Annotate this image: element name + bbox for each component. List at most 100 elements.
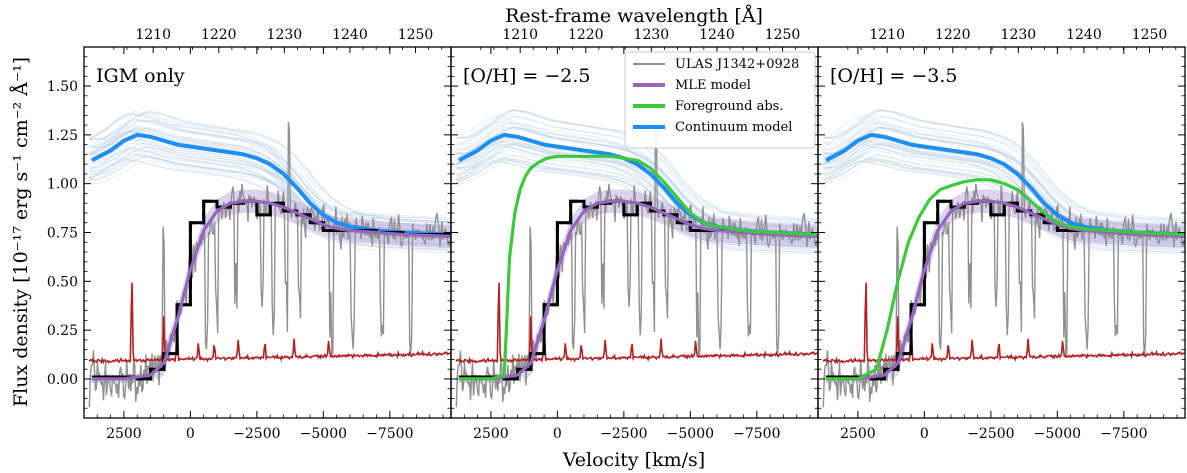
continuum-sample-line (89, 119, 451, 223)
continuum-sample-line (89, 157, 451, 252)
top-tick-label: 1230 (1001, 27, 1037, 43)
continuum-sample-line (456, 152, 818, 248)
continuum-sample-line (89, 153, 451, 250)
continuum-sample-line (456, 157, 818, 249)
plot-area (455, 109, 818, 408)
continuum-sample-line (456, 141, 818, 242)
x-tick-label: 0 (553, 426, 562, 442)
continuum-sample-line (89, 113, 451, 220)
continuum-sample-line (456, 158, 818, 252)
continuum-sample-line (456, 150, 818, 246)
mle-model-line (459, 199, 818, 381)
continuum-sample-line (823, 159, 1185, 254)
continuum-sample-line (89, 112, 451, 219)
continuum-sample-line (89, 127, 451, 230)
continuum-sample-line (823, 157, 1185, 249)
continuum-sample-line (89, 144, 451, 240)
y-axis-title: Flux density [10⁻¹⁷ erg s⁻¹ cm⁻² Å⁻¹] (10, 57, 32, 407)
continuum-sample-line (89, 138, 451, 240)
top-tick-label: 1240 (699, 27, 735, 43)
legend-label: Continuum model (675, 120, 792, 135)
continuum-sample-line (456, 155, 818, 247)
panel-3: 2500 0 −2500 −5000 −7500 1210 1220 1230 1240 1250… (817, 27, 1186, 442)
continuum-sample-line (823, 143, 1185, 243)
continuum-sample-line (823, 109, 1185, 221)
continuum-sample-line (89, 111, 451, 223)
continuum-sample-line (823, 143, 1185, 240)
top-tick-label: 1240 (1066, 27, 1102, 43)
legend-label: Foreground abs. (675, 99, 783, 114)
panel-title: [O/H] = −3.5 (830, 65, 958, 87)
continuum-sample-line (823, 160, 1185, 253)
continuum-sample-line (89, 150, 451, 245)
continuum-sample-line (823, 158, 1185, 252)
continuum-sample-line (823, 109, 1185, 222)
continuum-sample-line (89, 147, 451, 240)
legend: ULAS J1342+0928 MLE model Foreground abs. C… (624, 51, 816, 149)
continuum-sample-line (89, 148, 451, 240)
continuum-sample-line (456, 137, 818, 237)
continuum-sample-line (89, 154, 451, 245)
y-tick-label: 0.25 (47, 323, 78, 339)
x-tick-label: −7500 (366, 426, 413, 442)
continuum-sample-line (89, 125, 451, 233)
continuum-sample-line (456, 144, 818, 239)
x-tick-label: 0 (920, 426, 929, 442)
continuum-sample-line (823, 137, 1185, 237)
continuum-sample-line (89, 141, 451, 239)
continuum-sample-line (823, 144, 1185, 239)
bottom-axis-title: Velocity [km/s] (562, 449, 705, 471)
x-tick-label: −7500 (1100, 426, 1147, 442)
continuum-sample-line (823, 127, 1185, 234)
continuum-sample-line (823, 146, 1185, 245)
panel-title: IGM only (96, 65, 185, 87)
top-tick-label: 1250 (765, 27, 801, 43)
x-tick-label: −2500 (600, 426, 647, 442)
continuum-sample-line (823, 125, 1185, 231)
continuum-sample-line (456, 127, 818, 233)
plot-area (822, 109, 1185, 408)
continuum-sample-line (823, 139, 1185, 239)
continuum-sample-line (823, 121, 1185, 230)
mle-model-line (826, 199, 1185, 381)
x-tick-label: 2500 (106, 426, 142, 442)
continuum-sample-line (456, 159, 818, 254)
y-tick-label: 0.50 (47, 274, 78, 290)
continuum-sample-line (89, 128, 451, 233)
plot-area (88, 110, 451, 408)
legend-label: MLE model (675, 78, 751, 93)
continuum-model-line (91, 132, 451, 237)
mle-model-line (92, 199, 451, 381)
continuum-sample-line (89, 158, 451, 250)
continuum-sample-line (823, 127, 1185, 233)
x-tick-label: −7500 (733, 426, 780, 442)
top-tick-label: 1220 (568, 27, 604, 43)
top-tick-label: 1220 (935, 27, 971, 43)
continuum-sample-line (89, 110, 451, 220)
panel-2: 2500 0 −2500 −5000 −7500 1210 1220 1230 1240 1250… (450, 27, 819, 442)
y-tick-label: 0.00 (47, 372, 78, 388)
continuum-sample-line (456, 125, 818, 231)
continuum-sample-line (456, 155, 818, 245)
continuum-sample-line (823, 155, 1185, 247)
continuum-sample-line (89, 154, 451, 251)
x-tick-label: 0 (186, 426, 195, 442)
legend-box (624, 51, 816, 149)
continuum-sample-line (456, 139, 818, 239)
x-tick-label: 2500 (840, 426, 876, 442)
panel-1: 2500 0 −2500 −5000 −7500 1210 1220 1230 1240 1250… (47, 27, 452, 442)
top-tick-label: 1250 (398, 27, 434, 43)
continuum-sample-line (89, 139, 451, 241)
continuum-sample-line (823, 155, 1185, 245)
y-tick-label: 1.50 (47, 79, 78, 95)
y-tick-label: 1.00 (47, 177, 78, 193)
continuum-sample-line (823, 109, 1185, 219)
noise-line (822, 282, 1185, 365)
continuum-sample-line (456, 121, 818, 230)
top-axis-title: Rest-frame wavelength [Å] (505, 5, 763, 27)
continuum-sample-line (823, 139, 1185, 241)
top-tick-label: 1240 (332, 27, 368, 43)
continuum-sample-line (89, 150, 451, 246)
continuum-sample-line (456, 127, 818, 234)
